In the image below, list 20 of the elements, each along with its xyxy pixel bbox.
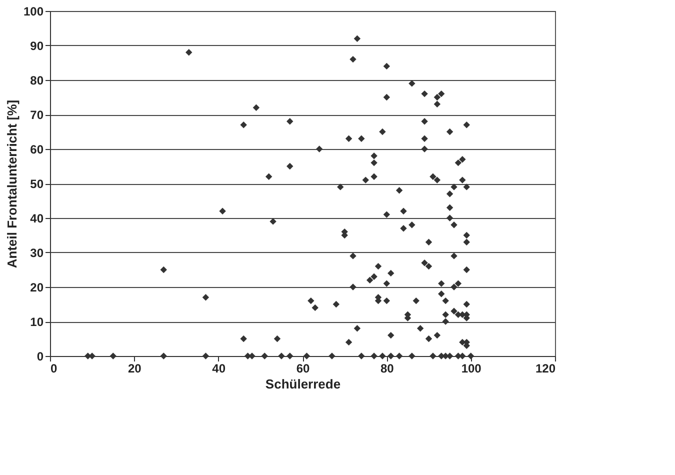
y-tick-label: 30 — [30, 246, 44, 260]
y-axis-title: Anteil Frontalunterricht [%] — [4, 100, 20, 268]
y-tick-label: 70 — [30, 108, 44, 122]
x-tick-label: 100 — [461, 362, 482, 376]
x-tick-label: 40 — [212, 362, 226, 376]
y-tick-label: 10 — [30, 315, 44, 329]
x-tick-label: 20 — [128, 362, 142, 376]
y-tick-label: 80 — [30, 74, 44, 88]
x-tick-label: 80 — [380, 362, 394, 376]
x-tick-label: 0 — [50, 362, 58, 376]
y-tick-label: 100 — [23, 4, 44, 18]
y-tick-label: 90 — [30, 39, 44, 53]
y-tick-label: 40 — [30, 212, 44, 226]
x-tick-label: 60 — [296, 362, 310, 376]
x-tick-label: 120 — [535, 362, 556, 376]
y-tick-label: 50 — [30, 177, 44, 191]
x-axis-title: Schülerrede — [265, 376, 341, 392]
y-tick-label: 20 — [30, 280, 44, 294]
y-tick-label: 60 — [30, 142, 44, 156]
y-tick-label: 0 — [36, 350, 44, 364]
